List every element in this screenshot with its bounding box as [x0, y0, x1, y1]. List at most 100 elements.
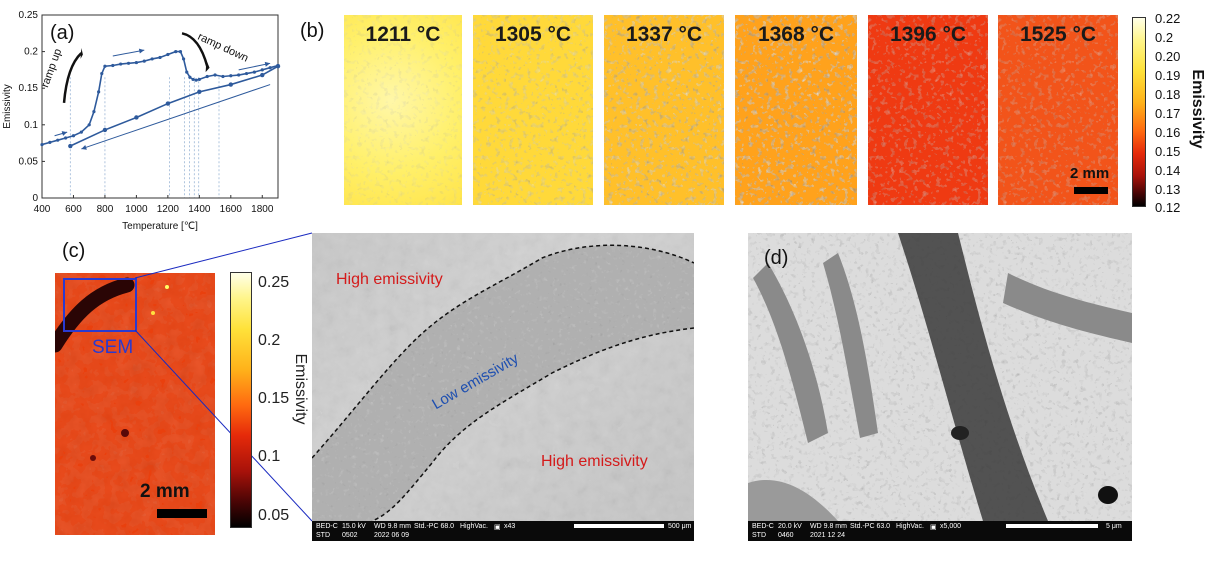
sem-mode: BED-C	[316, 523, 338, 530]
data-point	[229, 74, 233, 78]
sem-date: 2022 06 09	[374, 532, 410, 539]
sem-id: STD	[316, 532, 330, 539]
direction-arrow-head	[138, 48, 145, 54]
data-point	[197, 77, 201, 82]
data-point	[244, 71, 249, 76]
colorbar-tick: 0.2	[258, 332, 281, 349]
sem-std: Std.-PC 68.0	[414, 523, 455, 530]
sem-image-d: (d) BED-C 20.0 kV WD 9.8 mm Std.-PC 63.0…	[748, 233, 1132, 541]
high-emissivity-label: High emissivity	[541, 453, 648, 470]
colorbar-tick: 0.25	[258, 274, 290, 291]
data-point	[194, 78, 198, 82]
emissivity-map-1396: 1396 °C	[868, 15, 988, 205]
data-point	[221, 74, 225, 79]
data-point	[191, 77, 195, 82]
camera-icon: ▣	[930, 524, 937, 531]
temperature-label: 1525 °C	[1019, 23, 1097, 46]
data-point	[158, 55, 162, 60]
data-point	[260, 68, 264, 72]
colorbar-title: Emissivity	[292, 353, 309, 425]
x-tick-label: 1200	[157, 204, 180, 215]
y-tick-label: 0.05	[19, 156, 39, 167]
data-point	[205, 74, 209, 79]
sem-info-bar: BED-C 15.0 kV WD 9.8 mm Std.-PC 68.0 Hig…	[312, 521, 694, 541]
temperature-label: 1305 °C	[494, 23, 572, 46]
ramp-up-arrowhead	[80, 47, 83, 59]
temperature-label: 1211 °C	[365, 23, 441, 46]
data-point	[92, 110, 96, 114]
series-line-1	[69, 65, 279, 147]
data-point	[178, 50, 183, 54]
y-tick-label: 0	[32, 193, 38, 204]
data-point	[40, 142, 44, 147]
y-tick-label: 0.1	[24, 120, 38, 131]
panel-c-label: (c)	[62, 240, 86, 262]
sem-region-box	[63, 278, 137, 332]
emissivity-map-1525: 1525 °C 2 mm	[998, 15, 1118, 205]
data-point	[87, 123, 91, 127]
panel-a-label: (a)	[50, 22, 75, 44]
direction-arrow-head	[61, 131, 68, 136]
colorbar-tick: 0.1	[258, 448, 281, 465]
colorbar-tick: 0.18	[1155, 87, 1181, 102]
scale-label: 2 mm	[1070, 165, 1110, 182]
x-tick-label: 400	[34, 204, 51, 215]
direction-arrow-head	[264, 61, 271, 67]
colorbar-tick: 0.16	[1155, 125, 1181, 140]
sem-num: 0460	[778, 532, 794, 539]
sem-scale: 5 μm	[1106, 523, 1122, 530]
colorbar-tick: 0.2	[1155, 30, 1174, 45]
data-point	[182, 57, 186, 61]
temperature-label: 1337 °C	[625, 23, 703, 46]
colorbar-tick: 0.19	[1155, 68, 1181, 83]
data-point	[252, 70, 256, 74]
direction-arrow	[81, 84, 271, 150]
emissivity-map-c: SEM 2 mm	[55, 273, 215, 535]
emissivity-map-1368: 1368 °C	[735, 15, 857, 205]
sem-std: Std.-PC 63.0	[850, 523, 891, 530]
y-tick-label: 0.2	[24, 47, 38, 58]
data-point	[260, 72, 265, 78]
data-point	[79, 130, 83, 134]
ramp-down-arrowhead	[205, 60, 210, 73]
high-emissivity-label: High emissivity	[336, 271, 443, 288]
sem-scale-bar	[1006, 524, 1098, 528]
data-point	[185, 70, 189, 74]
x-tick-label: 1800	[251, 204, 274, 215]
data-point	[100, 71, 104, 76]
colorbar-tick: 0.05	[258, 507, 290, 524]
data-point	[174, 50, 178, 54]
x-tick-label: 1000	[125, 204, 148, 215]
camera-icon: ▣	[494, 524, 501, 531]
x-axis-label: Temperature [℃]	[122, 221, 198, 232]
data-point	[56, 138, 60, 142]
sem-kv: 20.0 kV	[778, 523, 802, 530]
sem-date: 2021 12 24	[810, 532, 846, 539]
colorbar-tick: 0.15	[258, 390, 290, 407]
data-point	[68, 143, 73, 149]
emissivity-temperature-chart: 400 600 800 1000 1200 1400 1600 1800 0 0.05 0.1 0.1…	[2, 10, 281, 232]
ramp-up-arrow	[62, 52, 83, 103]
panel-d-label: (d)	[764, 247, 789, 269]
ramp-down-arrow	[181, 32, 209, 67]
sem-vac: HighVac.	[460, 523, 488, 530]
emissivity-map-1305: 1305 °C	[473, 15, 593, 205]
sem-mode: BED-C	[752, 523, 774, 530]
scale-label: 2 mm	[140, 481, 190, 502]
data-point	[166, 52, 170, 57]
sem-id: STD	[752, 532, 766, 539]
data-point	[64, 136, 68, 140]
plot-frame	[41, 14, 279, 199]
y-tick-label: 0.25	[19, 10, 39, 21]
direction-arrow-head	[81, 144, 87, 150]
sem-num: 0502	[342, 532, 358, 539]
data-point	[275, 64, 281, 69]
colorbar-tick: 0.22	[1155, 11, 1181, 26]
data-point	[228, 82, 233, 87]
temperature-label: 1368 °C	[757, 23, 835, 46]
direction-arrow	[112, 49, 145, 57]
sem-mag: x5,000	[940, 523, 962, 530]
data-point	[134, 115, 139, 120]
colorbar-tick: 0.20	[1155, 49, 1181, 64]
